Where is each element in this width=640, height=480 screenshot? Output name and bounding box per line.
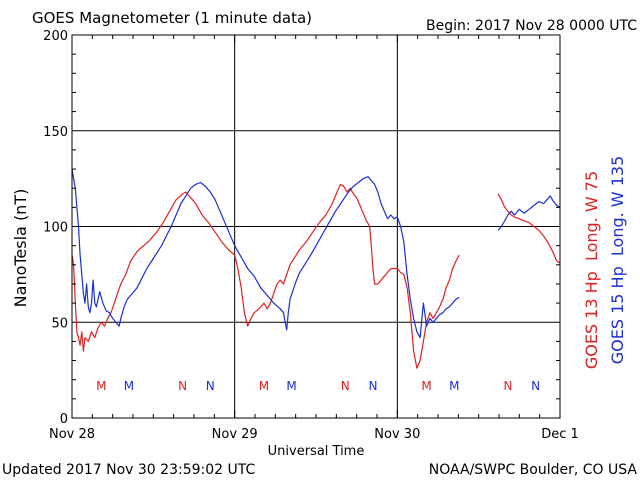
updated-timestamp: Updated 2017 Nov 30 23:59:02 UTC (2, 462, 255, 478)
noon-marker: N (206, 379, 215, 393)
legend-goes13: GOES 13 Hp Long. W 75 (582, 171, 601, 369)
midnight-marker: M (421, 379, 431, 393)
legend-goes15: GOES 15 Hp Long. W 135 (608, 156, 627, 364)
x-tick-label: Nov 28 (49, 427, 95, 442)
y-axis-label: NanoTesla (nT) (11, 189, 30, 308)
midnight-marker: M (259, 379, 269, 393)
noon-marker: N (178, 379, 187, 393)
chart-title: GOES Magnetometer (1 minute data) (32, 9, 312, 27)
goes13-line (497, 193, 561, 264)
y-tick-label: 100 (43, 221, 68, 236)
y-ticks: 0 50 100 150 200 (43, 29, 560, 427)
x-tick-label: Nov 30 (374, 427, 420, 442)
goes15-line (71, 168, 460, 339)
y-tick-label: 50 (51, 316, 68, 331)
y-tick-label: 150 (43, 125, 68, 140)
begin-time: Begin: 2017 Nov 28 0000 UTC (426, 18, 637, 34)
x-ticks: Nov 28 Nov 29 Nov 30 Dec 1 (49, 35, 579, 442)
grid-lines (72, 35, 560, 418)
goes13-line (71, 183, 460, 369)
series-layer (71, 168, 561, 369)
midnight-marker: M (96, 379, 106, 393)
x-axis-label: Universal Time (268, 444, 365, 459)
noon-marker: N (531, 379, 540, 393)
x-tick-label: Dec 1 (541, 427, 579, 442)
credit-text: NOAA/SWPC Boulder, CO USA (429, 462, 638, 478)
y-tick-label: 200 (43, 29, 68, 44)
noon-marker: N (341, 379, 350, 393)
y-tick-label: 0 (60, 412, 68, 427)
noon-marker: N (368, 379, 377, 393)
midnight-marker: M (449, 379, 459, 393)
midnight-marker: M (286, 379, 296, 393)
goes15-line (497, 195, 561, 231)
x-tick-label: Nov 29 (212, 427, 258, 442)
noon-marker: N (503, 379, 512, 393)
midnight-marker: M (124, 379, 134, 393)
